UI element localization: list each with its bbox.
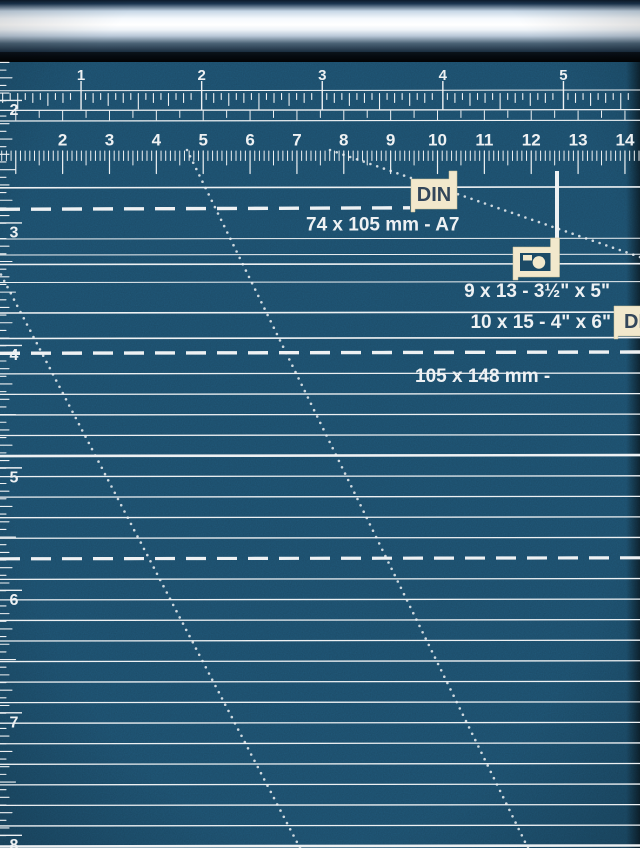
svg-text:5: 5 <box>559 67 567 84</box>
svg-text:4: 4 <box>152 131 162 150</box>
svg-text:DI: DI <box>624 311 640 333</box>
svg-text:4: 4 <box>10 347 19 364</box>
svg-text:13: 13 <box>569 131 588 150</box>
svg-text:DIN: DIN <box>417 184 451 206</box>
svg-text:5: 5 <box>198 131 207 150</box>
svg-text:2: 2 <box>10 102 19 119</box>
svg-text:10 x 15 - 4" x 6": 10 x 15 - 4" x 6" <box>470 312 611 333</box>
svg-text:12: 12 <box>522 131 541 150</box>
svg-text:6: 6 <box>245 131 254 150</box>
svg-text:74 x 105 mm - A7: 74 x 105 mm - A7 <box>306 215 460 236</box>
svg-text:2: 2 <box>197 67 205 84</box>
svg-text:10: 10 <box>428 131 447 150</box>
svg-text:9 x 13 - 3½" x 5": 9 x 13 - 3½" x 5" <box>464 281 610 302</box>
svg-text:5: 5 <box>10 469 19 486</box>
svg-text:9: 9 <box>386 131 395 150</box>
svg-text:2: 2 <box>58 131 67 150</box>
svg-text:14: 14 <box>615 131 634 150</box>
svg-text:11: 11 <box>475 131 493 150</box>
svg-text:8: 8 <box>339 131 348 150</box>
svg-text:3: 3 <box>105 131 114 150</box>
svg-text:1: 1 <box>77 67 85 84</box>
svg-text:7: 7 <box>292 131 301 150</box>
svg-text:105 x 148 mm -: 105 x 148 mm - <box>415 366 550 387</box>
svg-text:3: 3 <box>318 67 326 84</box>
svg-text:4: 4 <box>439 67 448 84</box>
